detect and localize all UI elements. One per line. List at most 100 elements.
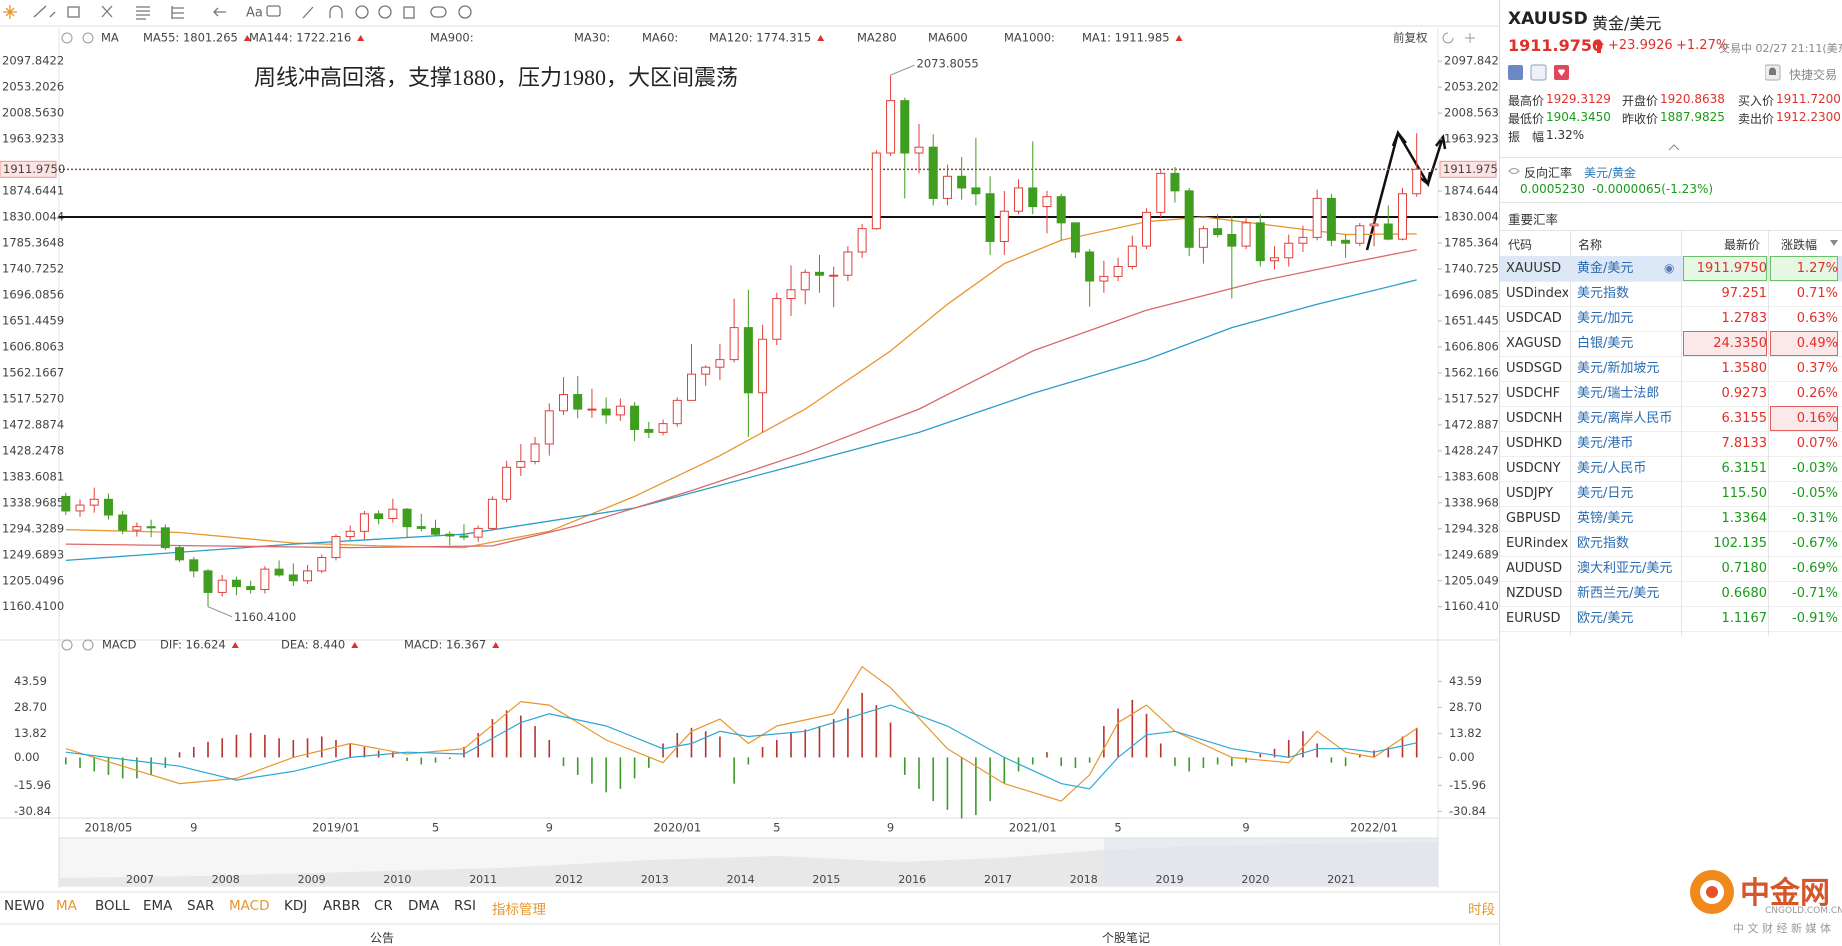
rate-row[interactable]: USDCAD 美元/加元 1.2783 0.63%: [1500, 306, 1842, 332]
rate-row[interactable]: NZDUSD 新西兰元/美元 0.6680 -0.71%: [1500, 581, 1842, 607]
footer-tab[interactable]: 个股笔记: [1102, 931, 1151, 945]
indicator-tab[interactable]: MA: [56, 898, 77, 914]
magnet-tool[interactable]: [329, 5, 343, 18]
candle-body: [359, 513, 369, 532]
indicator-tab[interactable]: EMA: [143, 898, 173, 914]
candle-body: [487, 498, 497, 529]
measure-tool[interactable]: [171, 6, 184, 19]
globe-icon[interactable]: [1508, 65, 1523, 80]
hide-tool[interactable]: [355, 5, 369, 19]
column-header[interactable]: 最新价: [1724, 238, 1761, 252]
indicator-tab[interactable]: KDJ: [284, 898, 308, 914]
overview-year: 2013: [641, 873, 669, 886]
line-tool[interactable]: [33, 5, 56, 18]
candle-body: [61, 495, 71, 512]
indicator-tab[interactable]: RSI: [454, 898, 476, 914]
footer-tab[interactable]: 公告: [370, 931, 395, 945]
macd-tick-label: 43.59: [1449, 674, 1482, 688]
indicator-tab[interactable]: DMA: [408, 898, 440, 914]
logo-name: 中金网: [1740, 876, 1830, 911]
rate-name: 欧元指数: [1577, 536, 1630, 551]
indicator-tab[interactable]: ARBR: [323, 898, 361, 914]
undo-tool[interactable]: [213, 7, 226, 17]
settings-icon[interactable]: [61, 639, 73, 651]
rate-change: 0.63%: [1796, 311, 1838, 326]
quote-panel: XAUUSD 黄金/美元 1911.9750 +23.9926 +1.27% 交…: [1499, 0, 1842, 945]
candle-body: [502, 466, 512, 500]
rate-code: NZDUSD: [1506, 586, 1563, 601]
x-tick-label: 9: [546, 821, 553, 835]
channel-tool[interactable]: [136, 6, 150, 20]
pen-tool[interactable]: [302, 6, 314, 19]
indicator-tab[interactable]: 指标管理: [492, 902, 546, 918]
close-icon[interactable]: [82, 639, 94, 651]
candle-body: [1142, 211, 1152, 247]
candle-body: [1042, 196, 1052, 208]
candle-body: [260, 568, 270, 591]
note-tool[interactable]: [266, 5, 281, 17]
rate-row[interactable]: USDSGD 美元/新加坡元 1.3580 0.37%: [1500, 356, 1842, 382]
y-tick-label: 1963.9233: [1444, 132, 1498, 146]
collapse-icon[interactable]: [1668, 143, 1680, 151]
rate-row[interactable]: EURUSD 欧元/美元 1.1167 -0.91%: [1500, 606, 1842, 632]
text-tool[interactable]: Aa: [246, 6, 263, 21]
eye-tool[interactable]: [430, 6, 447, 18]
period-button[interactable]: 时段: [1468, 902, 1495, 918]
column-header[interactable]: 名称: [1578, 238, 1603, 252]
rate-name: 美元/人民币: [1577, 461, 1647, 476]
rate-row[interactable]: USDindex 美元指数 97.251 0.71%: [1500, 281, 1842, 307]
column-header[interactable]: 涨跌幅: [1781, 238, 1818, 252]
x-tick-label: 5: [432, 821, 439, 835]
stat-label: 最高价: [1508, 94, 1545, 108]
rate-row[interactable]: USDJPY 美元/日元 115.50 -0.05%: [1500, 481, 1842, 507]
shape-tool[interactable]: [67, 6, 80, 18]
rate-row[interactable]: USDCHF 美元/瑞士法郎 0.9273 0.26%: [1500, 381, 1842, 407]
rate-row[interactable]: GBPUSD 英镑/美元 1.3364 -0.31%: [1500, 506, 1842, 532]
candle-body: [743, 327, 753, 394]
rate-row[interactable]: AUDUSD 澳大利亚元/美元 0.7180 -0.69%: [1500, 556, 1842, 582]
macd-tick-label: 0.00: [1449, 750, 1475, 764]
rate-row[interactable]: XAUUSD 黄金/美元 1911.9750 1.27% ◉: [1500, 256, 1842, 282]
sort-icon[interactable]: [1830, 239, 1838, 247]
rate-change: -0.69%: [1792, 561, 1838, 576]
candle-body: [1056, 196, 1066, 224]
rate-row[interactable]: USDHKD 美元/港币 7.8133 0.07%: [1500, 431, 1842, 457]
indicator-tab[interactable]: SAR: [187, 898, 215, 914]
macd-legend-item: DEA: 8.440: [281, 638, 345, 652]
candle-body: [203, 570, 213, 593]
overview-year: 2011: [469, 873, 497, 886]
bell-icon[interactable]: [1765, 64, 1781, 82]
legend-name: MA: [101, 31, 119, 45]
pane-tools[interactable]: [1442, 32, 1475, 44]
reverse-pair[interactable]: 美元/黄金: [1584, 166, 1637, 180]
column-header[interactable]: 代码: [1508, 238, 1533, 252]
rate-row[interactable]: USDCNH 美元/离岸人民币 6.3155 0.16%: [1500, 406, 1842, 432]
rate-row[interactable]: XAGUSD 白银/美元 24.3350 0.49%: [1500, 331, 1842, 357]
crosshair-tool[interactable]: [3, 5, 17, 19]
indicator-tab[interactable]: CR: [374, 898, 393, 914]
rate-change: -0.71%: [1792, 586, 1838, 601]
adjust-button[interactable]: 前复权: [1393, 31, 1428, 45]
indicator-tab[interactable]: NEW0: [4, 898, 45, 914]
candle-body: [1213, 228, 1223, 235]
indicator-tab[interactable]: MACD: [229, 898, 270, 914]
overview-selection[interactable]: [1104, 838, 1438, 886]
close-icon[interactable]: [82, 32, 94, 44]
stat-value: 1904.3450: [1546, 110, 1611, 124]
rate-row[interactable]: USDCNY 美元/人民币 6.3151 -0.03%: [1500, 456, 1842, 482]
rate-change: 0.37%: [1796, 361, 1838, 376]
rate-row[interactable]: EURindex 欧元指数 102.135 -0.67%: [1500, 531, 1842, 557]
fib-tool[interactable]: [101, 5, 113, 18]
candle-body: [758, 338, 768, 394]
rate-code: USDJPY: [1506, 486, 1554, 501]
rate-code: USDCNH: [1506, 411, 1563, 426]
y-tick-label: 1785.3648: [2, 236, 64, 250]
quick-trade[interactable]: 快捷交易: [1789, 68, 1838, 82]
settings-icon[interactable]: [61, 32, 73, 44]
indicator-tab[interactable]: BOLL: [95, 898, 130, 914]
settings-tool[interactable]: [458, 5, 472, 19]
delete-tool[interactable]: [403, 6, 415, 19]
book-icon[interactable]: [1530, 64, 1547, 81]
rate-code: USDCHF: [1506, 386, 1561, 401]
lock-tool[interactable]: [378, 5, 392, 19]
